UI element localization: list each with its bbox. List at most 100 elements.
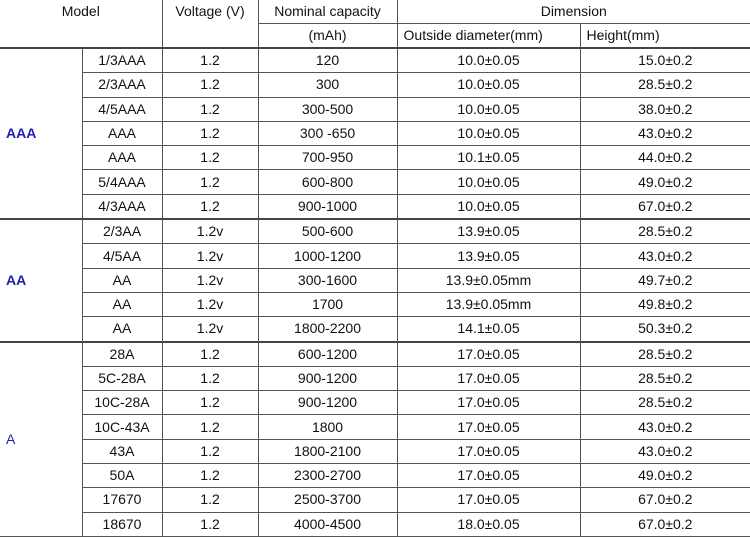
cell-voltage: 1.2 <box>161 72 259 98</box>
cell-capacity: 1800-2100 <box>257 438 398 465</box>
cell-height: 28.5±0.2 <box>579 340 750 367</box>
header-diameter: Outside diameter(mm) <box>396 23 581 49</box>
cell-diameter: 18.0±0.05 <box>396 511 581 537</box>
cell-diameter: 10.0±0.05 <box>396 169 581 195</box>
cell-height: 49.7±0.2 <box>579 267 750 293</box>
cell-voltage: 1.2 <box>161 463 259 489</box>
cell-model: 18670 <box>81 511 163 537</box>
cell-voltage: 1.2 <box>161 511 259 537</box>
cell-model: 28A <box>81 340 163 367</box>
cell-height: 38.0±0.2 <box>579 96 750 122</box>
cell-voltage: 1.2 <box>161 169 259 195</box>
cell-height: 49.8±0.2 <box>579 291 750 318</box>
cell-voltage: 1.2 <box>161 145 259 171</box>
cell-model: AA <box>81 267 163 293</box>
cell-voltage: 1.2 <box>161 340 259 367</box>
table-row: 10C-43A 1.2 1800 17.0±0.05 43.0±0.2 <box>0 414 750 440</box>
cell-diameter: 13.9±0.05mm <box>396 267 581 293</box>
cell-height: 67.0±0.2 <box>579 487 750 513</box>
cell-voltage: 1.2 <box>161 390 259 416</box>
cell-diameter: 13.9±0.05 <box>396 243 581 269</box>
cell-model: AA <box>81 316 163 343</box>
cell-model: AA <box>81 291 163 318</box>
cell-model: 43A <box>81 438 163 465</box>
cell-height: 43.0±0.2 <box>579 414 750 440</box>
cell-diameter: 10.0±0.05 <box>396 120 581 147</box>
cell-voltage: 1.2 <box>161 414 259 440</box>
header-dimension: Dimension <box>396 0 750 24</box>
group-label: A <box>0 340 83 537</box>
cell-voltage: 1.2v <box>161 243 259 269</box>
cell-height: 28.5±0.2 <box>579 218 750 245</box>
cell-model: 17670 <box>81 487 163 513</box>
cell-model: 4/3AAA <box>81 193 163 220</box>
header-model: Model <box>0 0 163 49</box>
cell-capacity: 900-1000 <box>257 193 398 220</box>
cell-diameter: 17.0±0.05 <box>396 365 581 392</box>
cell-capacity: 2300-2700 <box>257 463 398 489</box>
cell-capacity: 1800-2200 <box>257 316 398 343</box>
table-row: 5/4AAA 1.2 600-800 10.0±0.05 49.0±0.2 <box>0 169 750 195</box>
cell-voltage: 1.2 <box>161 487 259 513</box>
cell-diameter: 14.1±0.05 <box>396 316 581 343</box>
header-voltage: Voltage (V) <box>161 0 259 49</box>
cell-model: 50A <box>81 463 163 489</box>
cell-capacity: 600-800 <box>257 169 398 195</box>
table-row: 4/3AAA 1.2 900-1000 10.0±0.05 67.0±0.2 <box>0 193 750 220</box>
cell-voltage: 1.2 <box>161 365 259 392</box>
cell-diameter: 17.0±0.05 <box>396 414 581 440</box>
cell-diameter: 10.0±0.05 <box>396 47 581 74</box>
cell-height: 43.0±0.2 <box>579 438 750 465</box>
cell-model: 2/3AAA <box>81 72 163 98</box>
cell-voltage: 1.2 <box>161 47 259 74</box>
cell-model: 4/5AAA <box>81 96 163 122</box>
cell-capacity: 300 -650 <box>257 120 398 147</box>
cell-height: 67.0±0.2 <box>579 193 750 220</box>
cell-height: 49.0±0.2 <box>579 169 750 195</box>
cell-capacity: 300 <box>257 72 398 98</box>
cell-diameter: 17.0±0.05 <box>396 340 581 367</box>
cell-diameter: 17.0±0.05 <box>396 390 581 416</box>
table-row: AA 1.2v 1800-2200 14.1±0.05 50.3±0.2 <box>0 316 750 343</box>
table-row: AA 2/3AA 1.2v 500-600 13.9±0.05 28.5±0.2 <box>0 218 750 343</box>
header-height: Height(mm) <box>579 23 750 49</box>
table-row: 4/5AA 1.2v 1000-1200 13.9±0.05 43.0±0.2 <box>0 243 750 269</box>
table-row: 10C-28A 1.2 900-1200 17.0±0.05 28.5±0.2 <box>0 390 750 416</box>
cell-capacity: 1700 <box>257 291 398 318</box>
cell-model: 10C-43A <box>81 414 163 440</box>
table-row: 17670 1.2 2500-3700 17.0±0.05 67.0±0.2 <box>0 487 750 513</box>
cell-model: 4/5AA <box>81 243 163 269</box>
cell-height: 28.5±0.2 <box>579 390 750 416</box>
table-row: AAA 1/3AAA 1.2 120 10.0±0.05 15.0±0.2 <box>0 46 750 220</box>
table-row: AAA 1.2 700-950 10.1±0.05 44.0±0.2 <box>0 145 750 171</box>
header-capacity: Nominal capacity <box>257 0 398 24</box>
table-row: A 28A 1.2 600-1200 17.0±0.05 28.5±0.2 <box>0 340 750 537</box>
cell-model: 10C-28A <box>81 390 163 416</box>
table-row: 2/3AAA 1.2 300 10.0±0.05 28.5±0.2 <box>0 72 750 98</box>
cell-voltage: 1.2 <box>161 438 259 465</box>
cell-capacity: 500-600 <box>257 218 398 245</box>
cell-height: 15.0±0.2 <box>579 47 750 74</box>
table-row: 4/5AAA 1.2 300-500 10.0±0.05 38.0±0.2 <box>0 96 750 122</box>
cell-diameter: 10.0±0.05 <box>396 193 581 220</box>
cell-capacity: 600-1200 <box>257 340 398 367</box>
cell-height: 50.3±0.2 <box>579 316 750 343</box>
cell-height: 67.0±0.2 <box>579 511 750 537</box>
cell-capacity: 300-1600 <box>257 267 398 293</box>
cell-diameter: 17.0±0.05 <box>396 438 581 465</box>
cell-capacity: 4000-4500 <box>257 511 398 537</box>
cell-height: 28.5±0.2 <box>579 365 750 392</box>
cell-capacity: 120 <box>257 47 398 74</box>
table-row: 18670 1.2 4000-4500 18.0±0.05 67.0±0.2 <box>0 511 750 537</box>
cell-diameter: 17.0±0.05 <box>396 487 581 513</box>
table-row: AAA 1.2 300 -650 10.0±0.05 43.0±0.2 <box>0 120 750 147</box>
cell-height: 49.0±0.2 <box>579 463 750 489</box>
cell-model: 2/3AA <box>81 218 163 245</box>
cell-voltage: 1.2v <box>161 267 259 293</box>
cell-voltage: 1.2v <box>161 218 259 245</box>
cell-capacity: 1000-1200 <box>257 243 398 269</box>
cell-voltage: 1.2v <box>161 316 259 343</box>
cell-model: 1/3AAA <box>81 47 163 74</box>
cell-model: 5C-28A <box>81 365 163 392</box>
